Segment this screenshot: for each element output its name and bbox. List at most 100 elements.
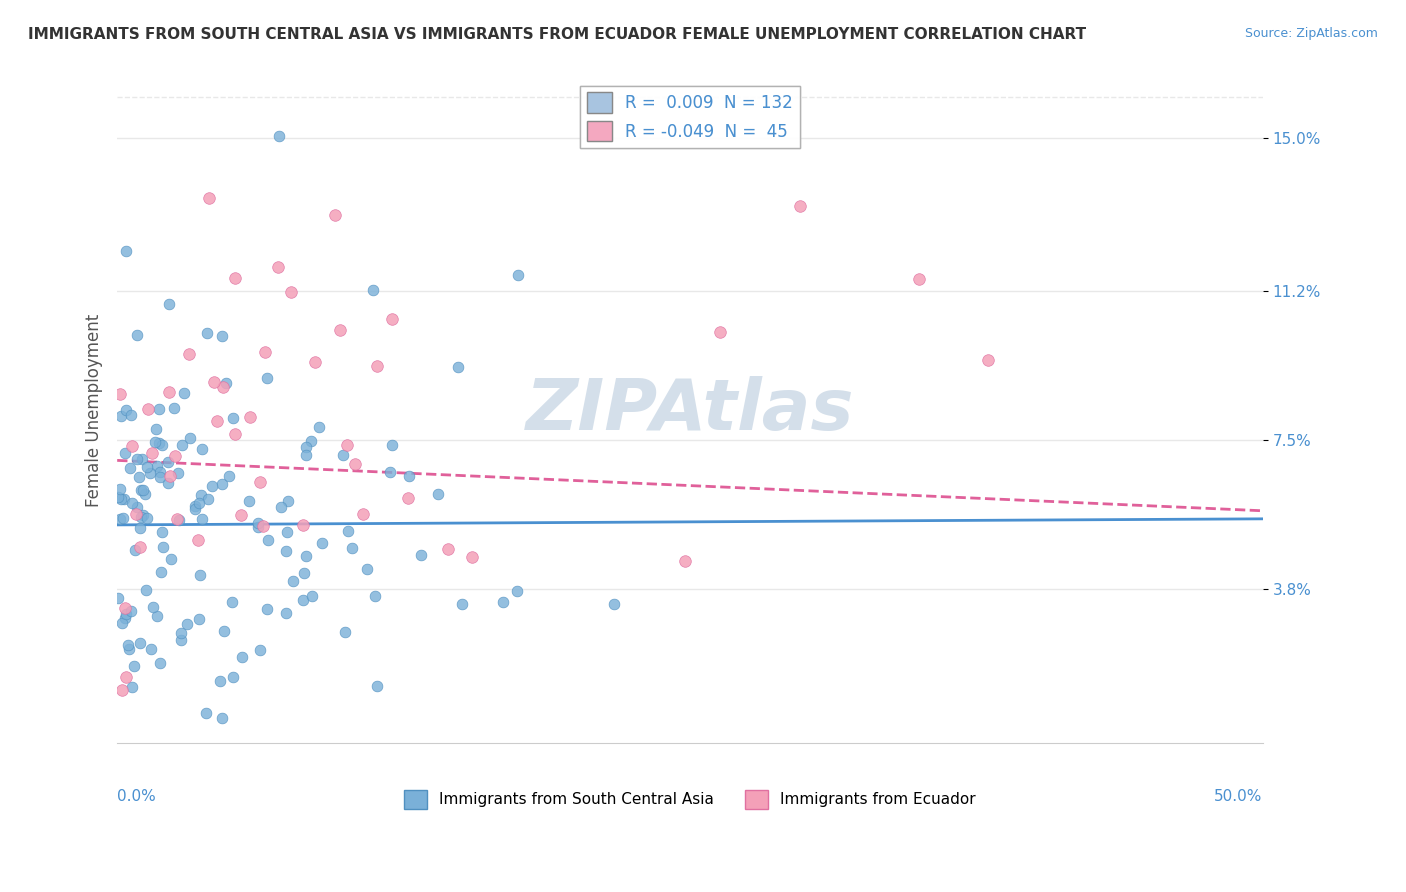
Immigrants from South Central Asia	[143, 434, 166, 449]
Immigrants from South Central Asia	[166, 466, 188, 480]
Immigrants from South Central Asia	[128, 470, 150, 484]
Immigrants from Ecuador	[343, 457, 366, 471]
Immigrants from South Central Asia	[366, 679, 388, 693]
Immigrants from Ecuador	[437, 542, 460, 557]
Immigrants from South Central Asia	[107, 490, 129, 504]
Immigrants from South Central Asia	[110, 491, 132, 506]
Immigrants from South Central Asia	[129, 635, 152, 649]
Immigrants from South Central Asia	[134, 487, 156, 501]
Immigrants from South Central Asia	[148, 402, 170, 417]
Immigrants from South Central Asia	[257, 533, 280, 548]
Immigrants from South Central Asia	[149, 465, 172, 479]
Immigrants from South Central Asia	[451, 597, 474, 611]
Immigrants from South Central Asia	[145, 421, 167, 435]
Immigrants from Ecuador	[157, 385, 180, 400]
Immigrants from South Central Asia	[214, 376, 236, 390]
Immigrants from South Central Asia	[332, 448, 354, 462]
Immigrants from South Central Asia	[160, 552, 183, 566]
Immigrants from South Central Asia	[222, 411, 245, 425]
Text: ZIPAtlas: ZIPAtlas	[526, 376, 855, 444]
Immigrants from Ecuador	[292, 517, 315, 532]
Immigrants from South Central Asia	[214, 624, 236, 639]
Immigrants from South Central Asia	[110, 409, 132, 423]
Immigrants from Ecuador	[224, 426, 246, 441]
Text: IMMIGRANTS FROM SOUTH CENTRAL ASIA VS IMMIGRANTS FROM ECUADOR FEMALE UNEMPLOYMEN: IMMIGRANTS FROM SOUTH CENTRAL ASIA VS IM…	[28, 27, 1087, 42]
Immigrants from South Central Asia	[301, 589, 323, 603]
Immigrants from South Central Asia	[115, 244, 138, 258]
Immigrants from Ecuador	[396, 491, 419, 505]
Immigrants from Ecuador	[114, 670, 136, 684]
Immigrants from Ecuador	[165, 449, 187, 463]
Immigrants from South Central Asia	[191, 511, 214, 525]
Immigrants from South Central Asia	[267, 128, 290, 143]
Immigrants from South Central Asia	[249, 642, 271, 657]
Immigrants from South Central Asia	[170, 626, 193, 640]
Immigrants from Ecuador	[254, 344, 277, 359]
Immigrants from South Central Asia	[142, 600, 165, 615]
Immigrants from South Central Asia	[295, 448, 318, 462]
Immigrants from South Central Asia	[170, 632, 193, 647]
Immigrants from South Central Asia	[114, 610, 136, 624]
Immigrants from Ecuador	[138, 401, 160, 416]
Immigrants from South Central Asia	[150, 438, 173, 452]
Immigrants from South Central Asia	[427, 486, 450, 500]
Immigrants from South Central Asia	[145, 609, 167, 624]
Immigrants from South Central Asia	[125, 327, 148, 342]
Immigrants from South Central Asia	[231, 650, 253, 665]
Immigrants from South Central Asia	[152, 540, 174, 554]
Immigrants from South Central Asia	[221, 595, 243, 609]
Immigrants from South Central Asia	[336, 524, 359, 538]
Immigrants from South Central Asia	[120, 604, 142, 618]
Immigrants from South Central Asia	[167, 513, 190, 527]
Immigrants from South Central Asia	[131, 451, 153, 466]
Immigrants from South Central Asia	[291, 592, 314, 607]
Immigrants from South Central Asia	[131, 508, 153, 522]
Immigrants from South Central Asia	[125, 500, 148, 515]
Immigrants from South Central Asia	[308, 419, 330, 434]
Immigrants from South Central Asia	[176, 617, 198, 632]
Immigrants from South Central Asia	[115, 403, 138, 417]
Immigrants from South Central Asia	[508, 268, 530, 282]
Immigrants from South Central Asia	[187, 612, 209, 626]
Immigrants from Ecuador	[111, 683, 134, 698]
Immigrants from South Central Asia	[277, 493, 299, 508]
Immigrants from South Central Asia	[222, 670, 245, 684]
Immigrants from South Central Asia	[211, 711, 233, 725]
Immigrants from South Central Asia	[247, 520, 270, 534]
Immigrants from Ecuador	[121, 439, 143, 453]
Immigrants from South Central Asia	[295, 549, 318, 564]
Immigrants from South Central Asia	[108, 482, 131, 496]
Immigrants from South Central Asia	[141, 642, 163, 657]
Immigrants from South Central Asia	[184, 499, 207, 513]
Immigrants from South Central Asia	[194, 706, 217, 720]
Immigrants from South Central Asia	[107, 591, 129, 606]
Immigrants from South Central Asia	[246, 516, 269, 530]
Immigrants from South Central Asia	[124, 659, 146, 673]
Immigrants from South Central Asia	[602, 598, 624, 612]
Immigrants from Ecuador	[239, 410, 262, 425]
Immigrants from South Central Asia	[191, 442, 214, 456]
Immigrants from South Central Asia	[117, 638, 139, 652]
Immigrants from Ecuador	[266, 260, 288, 274]
Immigrants from South Central Asia	[364, 589, 387, 603]
Immigrants from South Central Asia	[179, 431, 201, 445]
Immigrants from South Central Asia	[276, 524, 298, 539]
Immigrants from South Central Asia	[129, 483, 152, 497]
Immigrants from South Central Asia	[256, 602, 278, 616]
Immigrants from Ecuador	[252, 518, 274, 533]
Immigrants from Ecuador	[280, 285, 302, 300]
Immigrants from Ecuador	[108, 386, 131, 401]
Immigrants from Ecuador	[673, 553, 696, 567]
Immigrants from South Central Asia	[145, 458, 167, 473]
Immigrants from South Central Asia	[139, 466, 162, 480]
Immigrants from Ecuador	[202, 375, 225, 389]
Immigrants from South Central Asia	[211, 329, 233, 343]
Immigrants from South Central Asia	[492, 595, 515, 609]
Immigrants from Ecuador	[336, 438, 359, 452]
Immigrants from Ecuador	[177, 346, 200, 360]
Immigrants from South Central Asia	[135, 583, 157, 598]
Immigrants from Ecuador	[198, 191, 221, 205]
Immigrants from South Central Asia	[506, 584, 529, 599]
Immigrants from South Central Asia	[208, 673, 231, 688]
Immigrants from South Central Asia	[111, 511, 134, 525]
